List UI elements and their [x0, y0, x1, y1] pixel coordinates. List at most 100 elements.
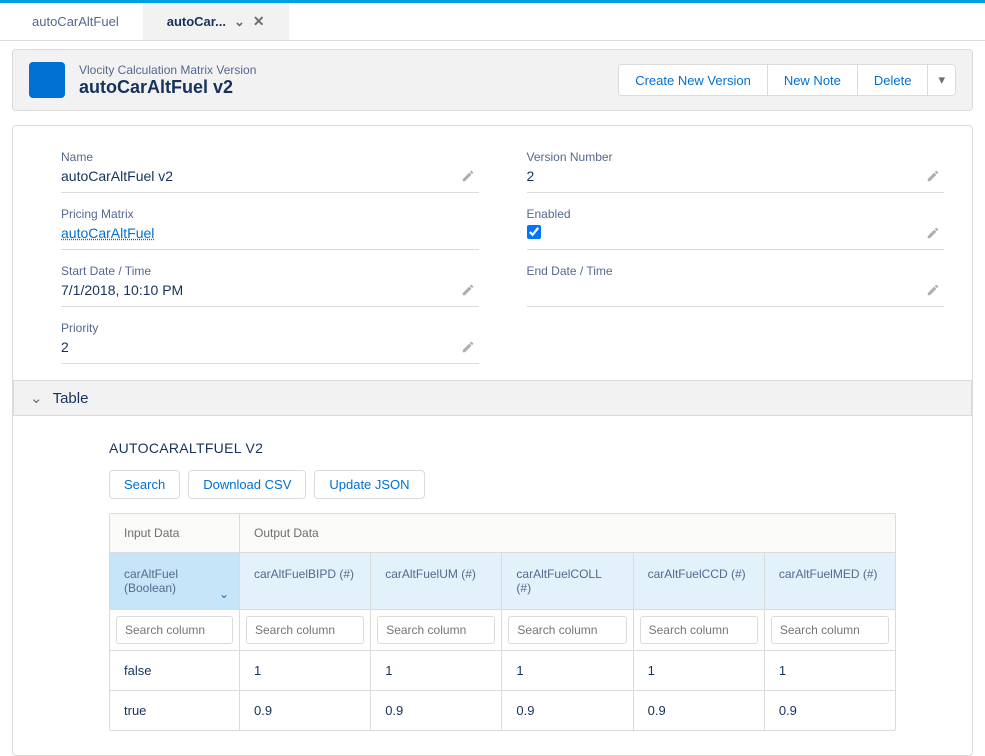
matrix-grid: Input Data Output Data carAltFuel (Boole… — [109, 513, 896, 731]
search-column-input[interactable] — [771, 616, 889, 644]
table-cell[interactable]: 0.9 — [502, 691, 633, 730]
table-cell[interactable]: 0.9 — [371, 691, 502, 730]
enabled-checkbox[interactable] — [527, 225, 541, 239]
column-name: carAltFuelMED — [779, 567, 860, 581]
table-cell[interactable]: false — [110, 651, 240, 690]
table-cell[interactable]: 0.9 — [240, 691, 371, 730]
edit-icon[interactable] — [461, 340, 475, 357]
table-section-header[interactable]: ⌄ Table — [13, 380, 972, 416]
search-column-input[interactable] — [508, 616, 626, 644]
column-header-caraltfuelbipd[interactable]: carAltFuelBIPD (#) — [240, 553, 371, 609]
search-column-input[interactable] — [640, 616, 758, 644]
record-header: Vlocity Calculation Matrix Version autoC… — [12, 49, 973, 111]
field-label: Start Date / Time — [61, 264, 479, 278]
field-enabled: Enabled — [527, 201, 945, 250]
new-note-button[interactable]: New Note — [768, 64, 858, 96]
chevron-down-icon[interactable]: ⌄ — [234, 14, 245, 30]
field-value: 2 — [61, 339, 479, 359]
table-cell[interactable]: 1 — [765, 651, 895, 690]
table-cell[interactable]: true — [110, 691, 240, 730]
column-header-caraltfuelum[interactable]: carAltFuelUM (#) — [371, 553, 502, 609]
input-data-header: Input Data — [110, 514, 240, 552]
column-type: (#) — [461, 567, 476, 581]
search-column-input[interactable] — [246, 616, 364, 644]
field-label: Pricing Matrix — [61, 207, 479, 221]
field-name: Name autoCarAltFuel v2 — [61, 144, 479, 193]
search-cell — [634, 610, 765, 650]
table-cell[interactable]: 0.9 — [634, 691, 765, 730]
edit-icon[interactable] — [461, 169, 475, 186]
field-priority: Priority 2 — [61, 315, 479, 364]
column-header-caraltfuel[interactable]: carAltFuel (Boolean) ⌄ — [110, 553, 240, 609]
edit-icon[interactable] — [461, 283, 475, 300]
delete-button[interactable]: Delete — [858, 64, 929, 96]
edit-icon[interactable] — [926, 283, 940, 300]
column-name: carAltFuelBIPD — [254, 567, 336, 581]
search-column-input[interactable] — [116, 616, 233, 644]
table-area: AUTOCARALTFUEL V2 Search Download CSV Up… — [61, 416, 944, 731]
column-header-caraltfuelcoll[interactable]: carAltFuelCOLL (#) — [502, 553, 633, 609]
column-name: carAltFuelUM — [385, 567, 458, 581]
more-actions-button[interactable]: ▾ — [928, 64, 956, 96]
tab-autocaraltfuel[interactable]: autoCarAltFuel — [8, 3, 143, 40]
close-icon[interactable]: ✕ — [253, 13, 265, 30]
table-cell[interactable]: 1 — [502, 651, 633, 690]
matrix-title: AUTOCARALTFUEL V2 — [109, 440, 896, 456]
field-value: 2 — [527, 168, 945, 188]
column-header-caraltfuelccd[interactable]: carAltFuelCCD (#) — [634, 553, 765, 609]
field-pricing-matrix: Pricing Matrix autoCarAltFuel — [61, 201, 479, 250]
record-icon — [29, 62, 65, 98]
field-start-date: Start Date / Time 7/1/2018, 10:10 PM — [61, 258, 479, 307]
field-version-number: Version Number 2 — [527, 144, 945, 193]
column-name: carAltFuelCOLL — [516, 567, 601, 581]
column-name: carAltFuel — [124, 567, 178, 581]
column-name: carAltFuelCCD — [648, 567, 728, 581]
table-row: true0.90.90.90.90.9 — [110, 691, 895, 730]
field-label: Enabled — [527, 207, 945, 221]
pricing-matrix-link[interactable]: autoCarAltFuel — [61, 225, 479, 245]
download-csv-button[interactable]: Download CSV — [188, 470, 306, 499]
chevron-down-icon[interactable]: ⌄ — [219, 587, 229, 601]
field-value — [527, 282, 945, 302]
edit-icon[interactable] — [926, 169, 940, 186]
output-data-header: Output Data — [240, 514, 333, 552]
search-cell — [240, 610, 371, 650]
tab-autocaraltfuel-v2[interactable]: autoCar... ⌄ ✕ — [143, 3, 289, 40]
details-panel: Name autoCarAltFuel v2 Version Number 2 … — [12, 125, 973, 756]
search-cell — [765, 610, 895, 650]
field-label: Name — [61, 150, 479, 164]
field-value: 7/1/2018, 10:10 PM — [61, 282, 479, 302]
header-actions: Create New Version New Note Delete ▾ — [618, 64, 956, 96]
column-type: (#) — [731, 567, 746, 581]
table-cell[interactable]: 1 — [240, 651, 371, 690]
column-type: (Boolean) — [124, 581, 176, 595]
edit-icon[interactable] — [926, 226, 940, 243]
field-label: Version Number — [527, 150, 945, 164]
record-title: autoCarAltFuel v2 — [79, 77, 256, 98]
table-cell[interactable]: 1 — [371, 651, 502, 690]
column-type: (#) — [516, 581, 531, 595]
create-new-version-button[interactable]: Create New Version — [618, 64, 768, 96]
field-value — [527, 225, 945, 245]
field-label: Priority — [61, 321, 479, 335]
section-label: Table — [53, 390, 89, 407]
record-subtitle: Vlocity Calculation Matrix Version — [79, 63, 256, 77]
tab-bar: autoCarAltFuel autoCar... ⌄ ✕ — [0, 3, 985, 41]
search-button[interactable]: Search — [109, 470, 180, 499]
tab-label: autoCarAltFuel — [32, 14, 119, 29]
tab-label: autoCar... — [167, 14, 226, 29]
search-column-input[interactable] — [377, 616, 495, 644]
table-cell[interactable]: 1 — [634, 651, 765, 690]
search-cell — [110, 610, 240, 650]
table-row: false11111 — [110, 651, 895, 691]
column-type: (#) — [863, 567, 878, 581]
column-header-caraltfuelmed[interactable]: carAltFuelMED (#) — [765, 553, 895, 609]
chevron-down-icon[interactable]: ⌄ — [30, 389, 43, 407]
update-json-button[interactable]: Update JSON — [314, 470, 424, 499]
field-label: End Date / Time — [527, 264, 945, 278]
search-cell — [371, 610, 502, 650]
search-cell — [502, 610, 633, 650]
table-cell[interactable]: 0.9 — [765, 691, 895, 730]
field-value: autoCarAltFuel v2 — [61, 168, 479, 188]
column-type: (#) — [339, 567, 354, 581]
